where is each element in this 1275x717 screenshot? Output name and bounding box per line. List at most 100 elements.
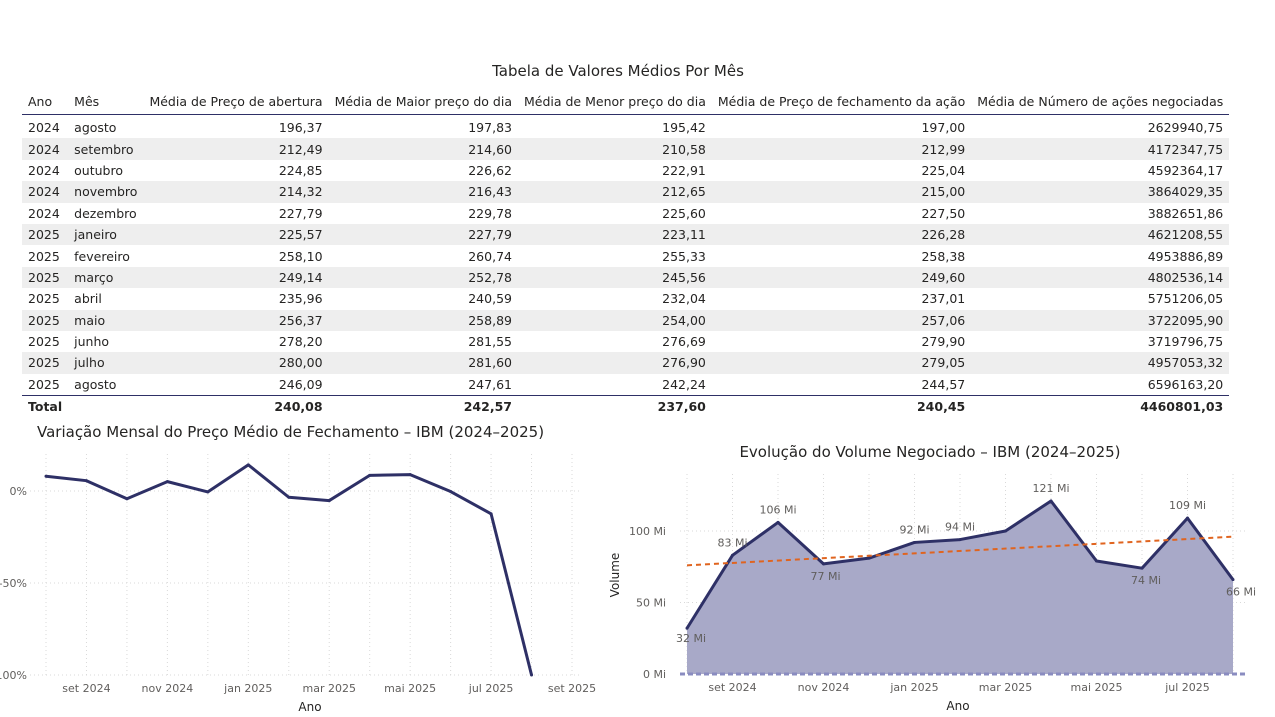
table-cell: 3722095,90: [971, 309, 1230, 331]
table-cell: 245,56: [517, 266, 712, 289]
table-cell: 225,60: [662, 205, 706, 221]
table-cell: 2025: [22, 223, 69, 246]
table-cell: 247,61: [468, 376, 512, 392]
table-cell: 2024: [22, 138, 69, 160]
table-cell: 214,32: [143, 181, 329, 203]
table-row: 2025 maio 256,37 258,89 254,00 257,06 3722095,…: [22, 309, 1230, 331]
table-cell: 254,00: [517, 309, 712, 331]
table-row: 2025 janeiro 225,57 227,79 223,11 226,28 46212…: [22, 223, 1230, 246]
data-point: [1186, 516, 1189, 520]
y-tick-label: 0 Mi: [643, 668, 666, 681]
column-header[interactable]: Média de Menor preço do dia: [517, 85, 712, 115]
column-header[interactable]: Média de Número de ações negociadas: [971, 85, 1230, 115]
table-cell: setembro: [68, 138, 144, 160]
table-cell: 212,49: [143, 138, 329, 160]
data-point: [368, 473, 372, 477]
table-cell: dezembro: [74, 205, 137, 221]
table-cell: 6596163,20: [1147, 376, 1224, 392]
table-cell: 3719796,75: [1147, 334, 1224, 350]
table-cell: 225,57: [143, 223, 329, 246]
table-total-row: Total 240,08 242,57 237,60 240,45 4460801,03: [22, 395, 1230, 417]
data-point: [44, 474, 48, 478]
data-point: [449, 490, 453, 494]
x-axis-title: Ano: [946, 699, 969, 713]
table-cell: 260,74: [468, 248, 512, 264]
table-cell: 278,20: [278, 334, 323, 350]
table-cell: 227,50: [921, 205, 966, 221]
table-cell: 235,96: [278, 291, 323, 307]
column-header[interactable]: Média de Preço de abertura: [143, 85, 329, 115]
area-chart-title: Evolução do Volume Negociado – IBM (2024…: [739, 443, 1121, 461]
table-cell: 258,89: [328, 309, 518, 331]
x-tick-label: jul 2025: [468, 682, 514, 695]
table-cell: 227,79: [328, 223, 518, 246]
data-label: 109 Mi: [1169, 499, 1206, 512]
table-cell: 5751206,05: [1147, 291, 1224, 307]
table-cell: 226,28: [711, 223, 972, 246]
x-tick-label: mar 2025: [979, 681, 1032, 694]
data-point: [776, 520, 780, 524]
table-cell: 4953886,89: [1147, 248, 1224, 264]
table-cell: março: [68, 266, 144, 289]
column-header[interactable]: Mês: [68, 85, 144, 115]
table-cell: 256,37: [143, 309, 329, 331]
table-cell: 3882651,86: [1147, 205, 1224, 221]
data-point: [165, 480, 169, 484]
table-cell: 3864029,35: [971, 181, 1230, 203]
table-cell: 224,85: [278, 162, 323, 178]
table-cell: 4592364,17: [1147, 162, 1224, 178]
column-header[interactable]: Média de Preço de fechamento da ação: [711, 85, 972, 115]
data-point: [1004, 529, 1007, 533]
data-point: [489, 512, 493, 516]
table-row: 2024 agosto 196,37 197,83 195,42 197,00 262994…: [22, 115, 1229, 139]
table-row: 2024 outubro 224,85 226,62 222,91 225,04 45923…: [22, 160, 1229, 181]
table-cell: 2024: [28, 205, 60, 221]
data-point: [246, 463, 250, 467]
table-cell: julho: [68, 352, 144, 374]
table-cell: 2024: [28, 120, 60, 136]
data-label: 106 Mi: [759, 503, 796, 516]
x-tick-label: set 2024: [708, 681, 756, 694]
table-cell: 2025: [28, 376, 60, 392]
table-cell: 215,00: [711, 181, 972, 203]
total-cell: [68, 395, 144, 417]
table-cell: 197,83: [468, 120, 512, 136]
table-cell: 2025: [28, 248, 60, 264]
table-cell: 237,01: [921, 291, 966, 307]
table-cell: 2629940,75: [1147, 120, 1224, 136]
data-point: [1231, 578, 1235, 582]
table-cell: 212,65: [517, 181, 712, 203]
table-cell: 257,06: [711, 309, 972, 331]
table-row: 2024 setembro 212,49 214,60 210,58 212,99 4172…: [22, 138, 1230, 160]
table-row: 2024 novembro 214,32 216,43 212,65 215,00 3864…: [22, 181, 1230, 203]
data-point: [913, 540, 916, 544]
table-cell: 232,04: [662, 291, 706, 307]
table-row: 2025 abril 235,96 240,59 232,04 237,01 5751206…: [22, 288, 1229, 309]
data-label: 74 Mi: [1131, 574, 1161, 587]
table-cell: 2024: [22, 181, 69, 203]
table-cell: 4957053,32: [971, 352, 1230, 374]
table-cell: 227,79: [278, 205, 323, 221]
y-tick-label: 100 Mi: [629, 525, 666, 538]
column-header[interactable]: Média de Maior preço do dia: [328, 85, 518, 115]
column-header[interactable]: Ano: [22, 85, 69, 115]
data-label: 92 Mi: [899, 523, 929, 536]
table-cell: 216,43: [328, 181, 518, 203]
total-cell: 237,60: [517, 395, 712, 417]
table-cell: maio: [68, 309, 144, 331]
table-cell: 255,33: [662, 248, 706, 264]
table-cell: agosto: [74, 120, 117, 136]
table-cell: 240,59: [468, 291, 512, 307]
x-tick-label: nov 2024: [142, 682, 194, 695]
total-cell: 242,57: [328, 395, 518, 417]
table-row: 2025 julho 280,00 281,60 276,90 279,05 4957053…: [22, 352, 1230, 374]
data-label: 83 Mi: [717, 536, 747, 549]
total-cell: Total: [22, 395, 69, 417]
trend-line: [686, 535, 1233, 567]
data-point: [958, 538, 962, 542]
data-point: [84, 479, 88, 483]
x-tick-label: jul 2025: [1164, 681, 1210, 694]
table-cell: 252,78: [328, 266, 518, 289]
data-point: [822, 562, 825, 566]
table-cell: 2025: [28, 291, 60, 307]
